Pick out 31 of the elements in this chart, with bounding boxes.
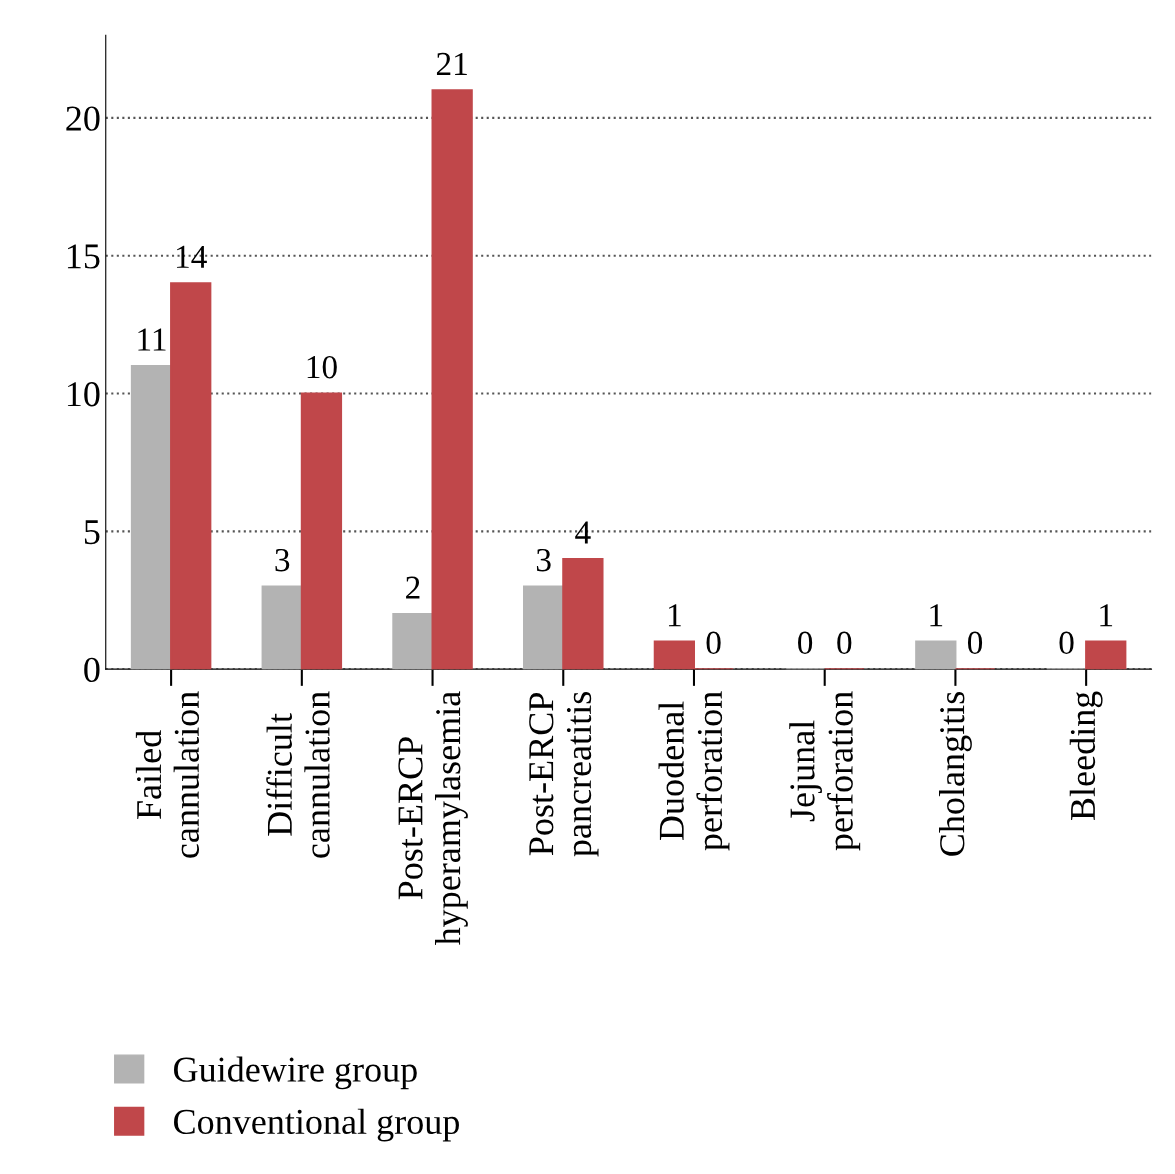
data-label: 14	[176, 245, 207, 268]
x-tick-label: Failed cannulation	[135, 691, 200, 858]
legend-label: Guidewire group	[174, 1056, 417, 1090]
x-tick-label: Duodenal perforation	[658, 691, 730, 851]
legend-label: Conventional group	[174, 1108, 459, 1142]
data-label: 3	[536, 548, 551, 572]
data-label: 1	[1100, 604, 1113, 627]
data-label: 21	[436, 52, 467, 75]
x-tick-label: Post-ERCP hyperamylasemia	[398, 691, 468, 946]
x-tick-label: Cholangitis	[939, 692, 972, 856]
y-tick-label: 20	[66, 106, 100, 131]
data-label: 3	[275, 548, 290, 572]
data-label: 0	[967, 631, 983, 655]
x-tick-label: Jejunal perforation	[789, 691, 861, 851]
data-label: 1	[668, 604, 681, 627]
x-tick-label: Bleeding	[1069, 691, 1103, 821]
data-label: 2	[406, 576, 420, 599]
data-label: 10	[307, 355, 337, 379]
data-label: 0	[706, 631, 721, 655]
y-tick-label: 5	[84, 520, 100, 545]
data-label: 4	[575, 521, 591, 544]
x-tick-label: Difficult cannulation	[266, 691, 330, 858]
y-tick-label: 0	[84, 657, 100, 683]
x-tick-label: Post-ERCP pancreatitis	[529, 692, 599, 857]
data-label: 0	[798, 631, 813, 655]
y-tick-label: 15	[67, 244, 100, 269]
data-label: 0	[837, 631, 852, 655]
data-label: 1	[930, 604, 943, 627]
y-tick-label: 10	[67, 382, 100, 407]
data-label: 0	[1059, 631, 1074, 655]
data-label: 11	[138, 328, 166, 351]
